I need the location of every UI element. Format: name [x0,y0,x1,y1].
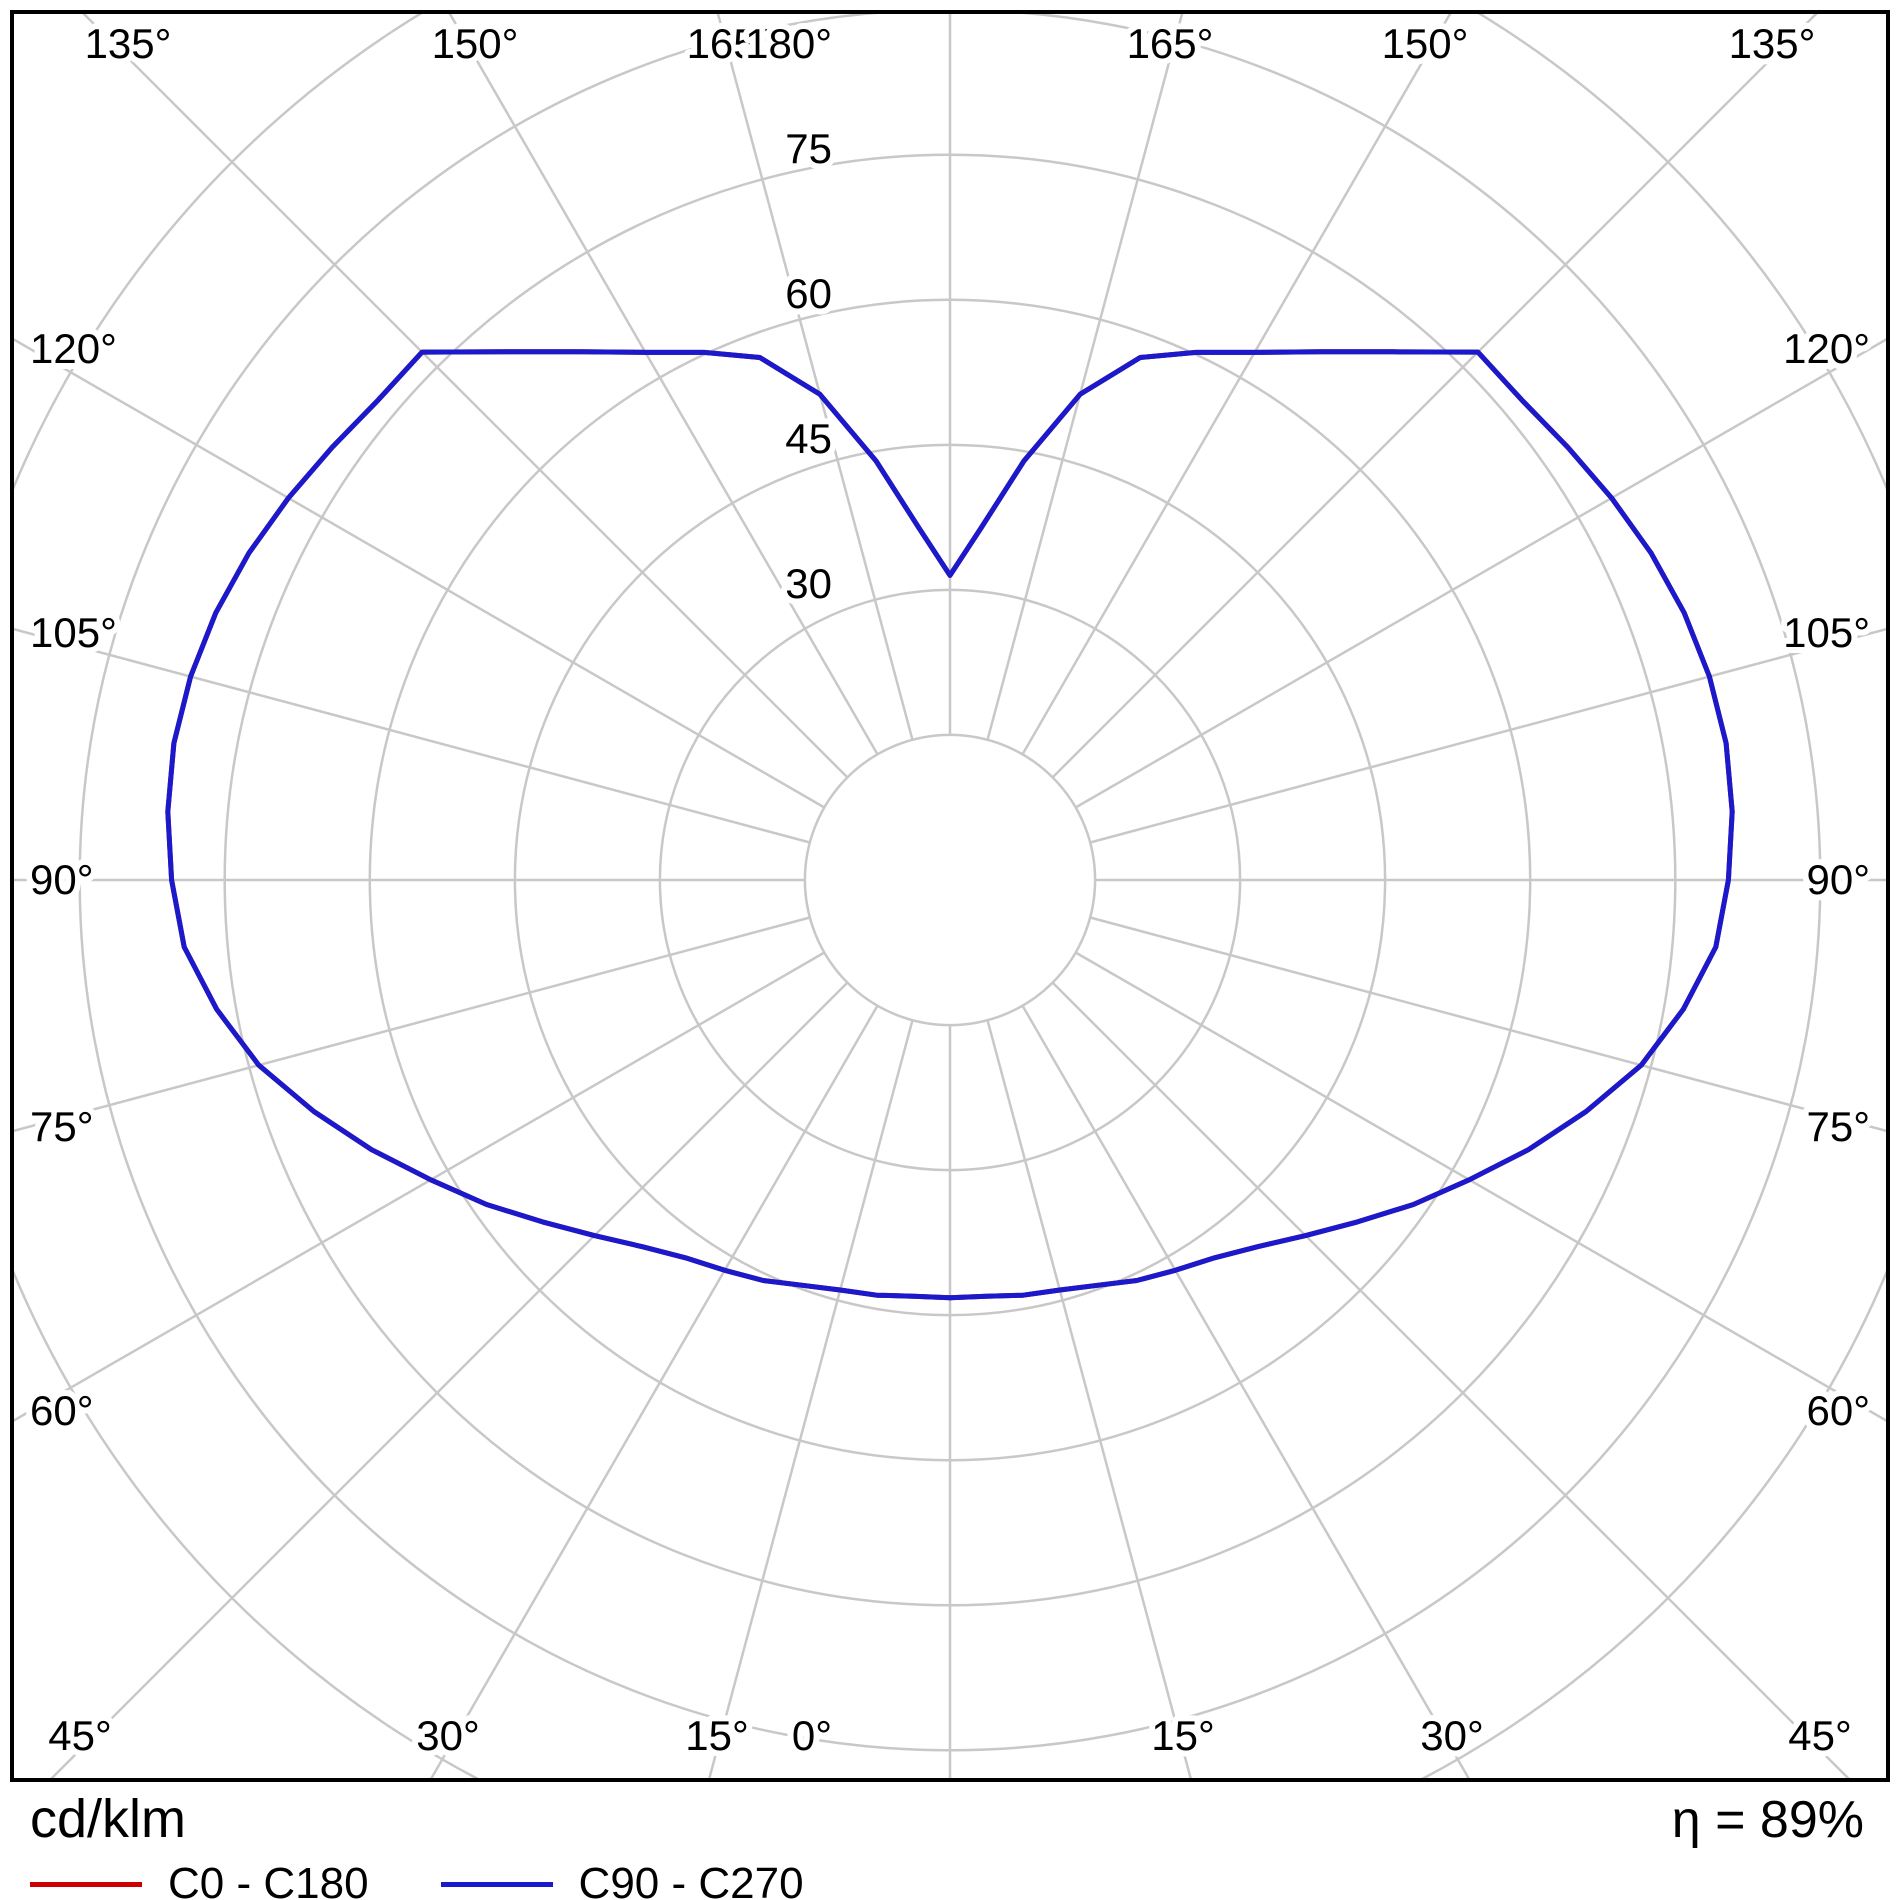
grid-spoke-135 [1051,12,1820,779]
angle-label-right-45: 45° [1788,1712,1852,1759]
legend-item-c90-c270: C90 - C270 [440,1859,804,1900]
curve-C90-C270 [165,349,1735,1301]
legend-swatch-c0-c180 [30,1881,142,1887]
grid-spoke-255 [12,627,811,844]
angle-label-left-135: 135° [85,20,172,67]
grid-spoke-285 [12,916,811,1133]
grid-spoke-30 [1021,1004,1472,1780]
angle-label-left-165: 165° [687,20,774,67]
units-label: cd/klm [30,1789,187,1849]
legend-item-c0-c180: C0 - C180 [30,1859,369,1900]
grid-spoke-345 [707,1019,914,1780]
radial-label-45: 45 [785,415,832,462]
grid-spoke-15 [986,1019,1193,1780]
grid-spoke-225 [80,12,849,779]
grid-spoke-45 [1051,981,1852,1780]
grid-spoke-105 [1089,627,1888,844]
radial-label-60: 60 [785,270,832,317]
grid-spoke-120 [1074,336,1888,809]
angle-label-right-120: 120° [1783,325,1870,372]
grid-spoke-330 [428,1004,879,1780]
angle-label-right-150: 150° [1382,20,1469,67]
angle-label-right-165: 165° [1127,20,1214,67]
angle-label-180: 180° [745,20,832,67]
angle-label-left-15: 15° [685,1712,749,1759]
grid-spoke-195 [716,12,914,741]
angle-label-right-60: 60° [1806,1387,1870,1434]
grid-spoke-240 [12,336,826,809]
efficiency-label: η = 89% [1671,1791,1864,1849]
legend-label-c90-c270: C90 - C270 [578,1859,804,1900]
chart-frame [10,10,1890,1782]
grid-spoke-315 [48,981,849,1780]
legend-label-c0-c180: C0 - C180 [168,1859,369,1900]
angle-label-0: 0° [792,1712,832,1759]
radial-label-75: 75 [785,125,832,172]
grid-circle-15 [803,733,1097,1027]
angle-label-right-75: 75° [1806,1103,1870,1150]
angle-label-left-90: 90° [30,856,94,903]
grid-spoke-150 [1021,12,1453,756]
grid-spoke-210 [447,12,879,756]
angle-label-left-105: 105° [30,609,117,656]
angle-label-left-75: 75° [30,1103,94,1150]
legend: C0 - C180 C90 - C270 [30,1856,876,1900]
angle-label-left-30: 30° [416,1712,480,1759]
grid-spoke-60 [1074,951,1888,1424]
angle-label-left-150: 150° [432,20,519,67]
angle-label-right-15: 15° [1151,1712,1215,1759]
radial-label-30: 30 [785,560,832,607]
angle-label-right-30: 30° [1420,1712,1484,1759]
grid-spoke-165 [986,12,1184,741]
angle-label-left-120: 120° [30,325,117,372]
angle-label-right-90: 90° [1806,856,1870,903]
legend-swatch-c90-c270 [440,1881,553,1887]
angle-label-left-60: 60° [30,1387,94,1434]
angle-label-right-135: 135° [1729,20,1816,67]
grid-spoke-75 [1089,916,1888,1133]
angle-label-left-45: 45° [48,1712,112,1759]
grid-spoke-300 [12,951,826,1424]
angle-label-right-105: 105° [1783,609,1870,656]
